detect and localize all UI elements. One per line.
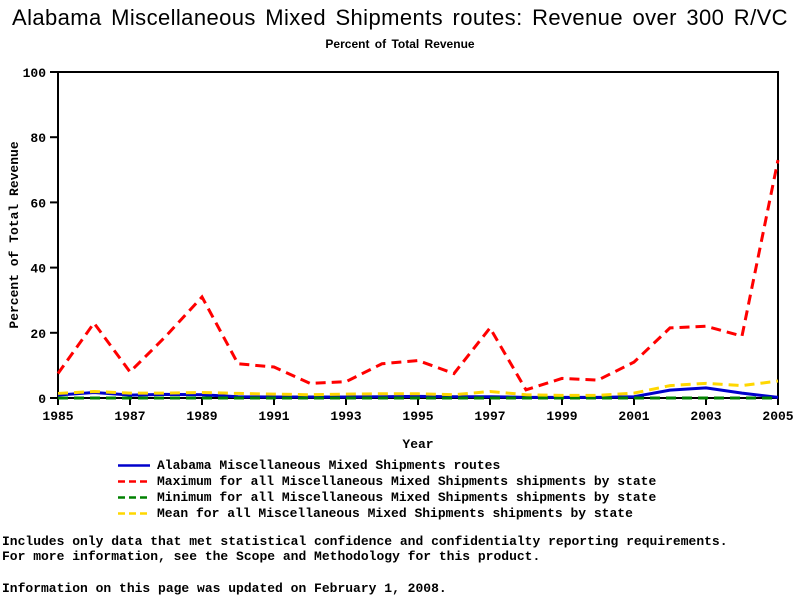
legend-label-maximum: Maximum for all Miscellaneous Mixed Ship… xyxy=(157,473,657,489)
y-tick-label: 80 xyxy=(30,131,46,146)
y-tick-label: 20 xyxy=(30,327,46,342)
series-line-0 xyxy=(57,386,779,399)
x-axis-label: Year xyxy=(402,437,433,452)
series-line-3 xyxy=(57,379,779,397)
y-tick-label: 0 xyxy=(38,392,46,407)
x-tick-label: 1995 xyxy=(402,409,433,424)
x-tick-label: 1991 xyxy=(258,409,289,424)
x-tick-label: 1997 xyxy=(474,409,505,424)
plot-area: 0 20 40 60 80 100 1985 1987 1989 1991 1993 1995 1997… xyxy=(7,66,794,452)
footnote-updated: Information on this page was updated on … xyxy=(2,581,447,596)
x-tick-label: 2005 xyxy=(762,409,793,424)
legend-label-minimum: Minimum for all Miscellaneous Mixed Ship… xyxy=(157,489,657,505)
legend-item-maximum: Maximum for all Miscellaneous Mixed Ship… xyxy=(117,473,656,489)
legend-swatch-minimum xyxy=(118,495,150,499)
legend-item-alabama: Alabama Miscellaneous Mixed Shipments ro… xyxy=(117,457,656,473)
legend-swatch-mean xyxy=(118,511,150,515)
y-tick-label: 40 xyxy=(30,262,46,277)
footnote-methodology: For more information, see the Scope and … xyxy=(2,549,541,564)
legend-label-alabama: Alabama Miscellaneous Mixed Shipments ro… xyxy=(157,457,501,473)
legend-label-mean: Mean for all Miscellaneous Mixed Shipmen… xyxy=(157,505,633,521)
y-tick-label: 60 xyxy=(30,196,46,211)
series-line-1 xyxy=(56,159,780,392)
legend-swatch-maximum xyxy=(118,479,150,483)
x-tick-label: 2003 xyxy=(690,409,721,424)
x-tick-label: 1993 xyxy=(330,409,361,424)
legend-item-mean: Mean for all Miscellaneous Mixed Shipmen… xyxy=(117,505,656,521)
x-tick-label: 2001 xyxy=(618,409,649,424)
legend-swatch-alabama xyxy=(118,463,150,467)
footnote-confidence: Includes only data that met statistical … xyxy=(2,534,728,549)
chart-subtitle: Percent of Total Revenue xyxy=(325,37,475,51)
legend-item-minimum: Minimum for all Miscellaneous Mixed Ship… xyxy=(117,489,656,505)
x-tick-label: 1999 xyxy=(546,409,577,424)
chart-title: Alabama Miscellaneous Mixed Shipments ro… xyxy=(12,5,788,30)
y-tick-label: 100 xyxy=(23,66,47,81)
plot-frame xyxy=(57,71,779,399)
x-tick-label: 1985 xyxy=(42,409,73,424)
x-tick-label: 1987 xyxy=(114,409,145,424)
y-axis-label: Percent of Total Revenue xyxy=(7,141,22,328)
chart-legend: Alabama Miscellaneous Mixed Shipments ro… xyxy=(117,457,656,521)
x-tick-label: 1989 xyxy=(186,409,217,424)
